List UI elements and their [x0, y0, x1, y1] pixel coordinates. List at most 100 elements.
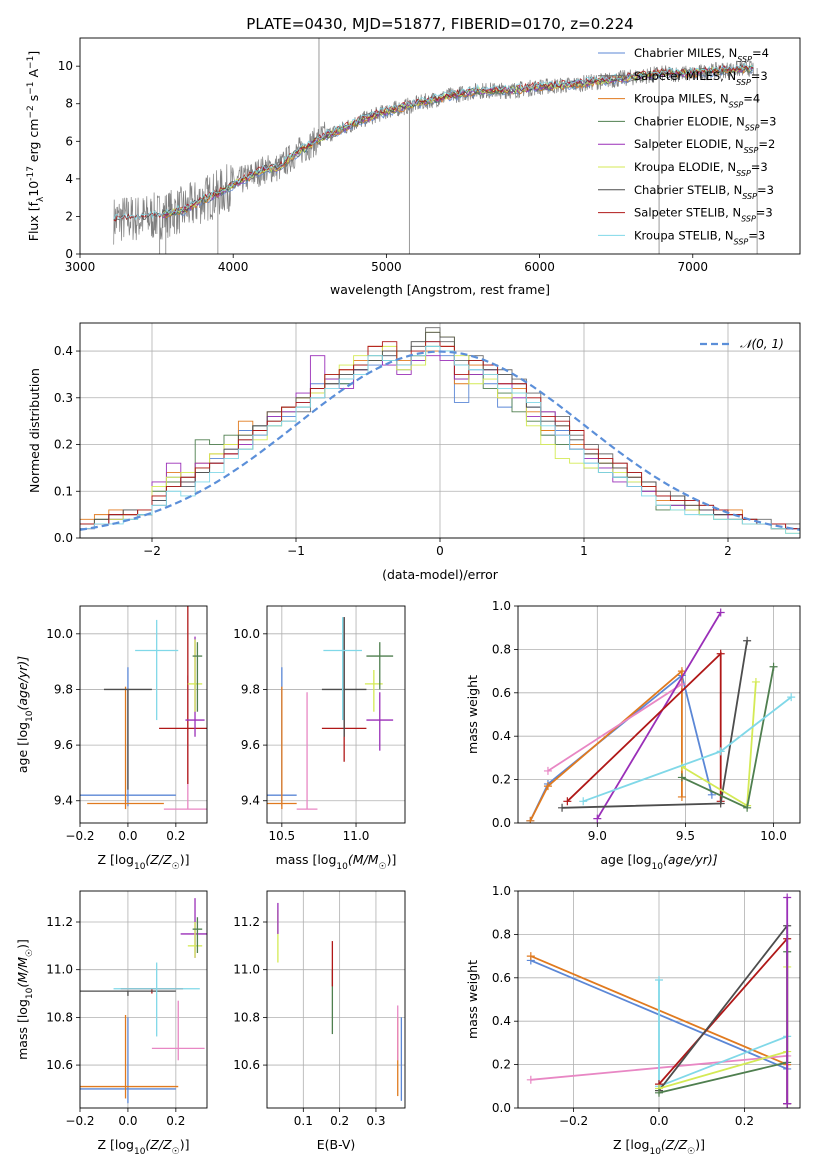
histogram-kroupa_stelib	[80, 345, 800, 534]
x-tick-label: 0.0	[118, 829, 137, 843]
weight-marker	[716, 747, 725, 756]
x-tick-label: 2	[724, 544, 732, 558]
age-vs-mass-points	[267, 617, 394, 810]
x-axis-label: mass [log10(M/M☉)]	[276, 852, 397, 872]
label-part: ☉	[379, 862, 387, 872]
label-part: ☉	[687, 1147, 695, 1157]
legend-sub: SSP	[736, 77, 751, 86]
mass-vs-metallicity-points	[80, 898, 207, 1104]
label-part: 10	[649, 1147, 661, 1157]
x-tick-label: −2	[143, 544, 161, 558]
x-axis-label: wavelength [Angstrom, rest frame]	[330, 282, 550, 297]
weight-marker	[677, 667, 686, 676]
axes-frame	[79, 605, 208, 824]
y-tick-label: 0.1	[54, 484, 73, 498]
legend-sub: SSP	[736, 169, 751, 178]
label-part: age [log	[600, 852, 651, 867]
legend-count: =3	[760, 114, 777, 128]
axes-frame	[79, 37, 801, 255]
label-part: (age/yr)]	[663, 852, 718, 867]
label-part: Flux [f	[26, 201, 41, 241]
y-tick-label: 0.8	[492, 927, 511, 941]
weight-marker	[751, 677, 760, 686]
legend-label: Salpeter MILES, NSSP=3	[634, 69, 768, 87]
axes-age-vs-mass: 10.5 11.0 9.4 9.6 9.8 10.0	[233, 606, 405, 843]
weight-marker	[787, 693, 796, 702]
y-tick-label: 0.6	[492, 686, 511, 700]
x-tick-label: 0.0	[118, 1114, 137, 1128]
x-tick-label: 0.3	[366, 1114, 385, 1128]
age-vs-metallicity-points	[80, 606, 207, 810]
weight-line-pink	[547, 683, 683, 772]
label-part: −1	[26, 56, 36, 69]
legend-label: Kroupa STELIB, NSSP=3	[634, 228, 765, 246]
legend-label: Chabrier MILES, NSSP=4	[634, 46, 769, 64]
weight-marker	[579, 797, 588, 806]
label-part: mass [log	[276, 852, 337, 867]
legend-sub: SSP	[734, 237, 749, 246]
axes-frame	[79, 322, 801, 539]
weight-marker	[677, 773, 686, 782]
axes-frame	[266, 605, 406, 824]
x-tick-label: 0.2	[166, 829, 185, 843]
y-tick-label: 0.0	[54, 531, 73, 545]
label-part: ]	[26, 51, 41, 56]
weight-marker	[769, 662, 778, 671]
y-tick-label: 0	[65, 247, 73, 261]
y-tick-label: 0.0	[492, 816, 511, 830]
y-tick-label: 0.2	[54, 438, 73, 452]
weight-marker	[783, 1099, 792, 1108]
weight-vs-age-lines	[526, 608, 796, 823]
legend-text: Chabrier ELODIE, N	[634, 114, 745, 128]
axes-weight-vs-metallicity: −0.2 0.0 0.2 0.0 0.2 0.4 0.6 0.8 1.0	[492, 884, 800, 1128]
legend-label: Kroupa ELODIE, NSSP=3	[634, 160, 768, 178]
x-tick-label: 1	[580, 544, 588, 558]
x-axis-label: Z [log10(Z/Z☉)]	[98, 852, 190, 872]
x-tick-label: 0.2	[330, 1114, 349, 1128]
label-part: 10	[652, 862, 664, 872]
y-tick-label: 10.0	[46, 627, 73, 641]
y-axis-label: Flux [fλ10-17 erg cm−2 s−1 A−1]	[26, 51, 46, 241]
label-part: Z [log	[98, 852, 134, 867]
legend-text: Chabrier STELIB, N	[634, 183, 742, 197]
y-tick-label: 2	[65, 209, 73, 223]
label-part: )]	[180, 1137, 190, 1152]
y-tick-label: 0.6	[492, 971, 511, 985]
y-tick-label: 0.2	[492, 773, 511, 787]
y-axis-label: Normed distribution	[27, 368, 42, 493]
label-part: 10	[336, 862, 348, 872]
mass-vs-ebv-points	[277, 902, 403, 1101]
axes-age-vs-metallicity: −0.2 0.0 0.2 9.4 9.6 9.8 10.0	[46, 606, 207, 843]
x-axis-label: Z [log10(Z/Z☉)]	[98, 1137, 190, 1157]
weight-line-salpeter_elodie	[596, 612, 722, 820]
label-part: ☉	[172, 862, 180, 872]
legend-text: Salpeter ELODIE, N	[634, 137, 744, 151]
label-part: 10	[134, 862, 146, 872]
y-tick-label: 9.8	[241, 682, 260, 696]
weight-marker	[543, 782, 552, 791]
x-tick-label: 10.0	[760, 829, 787, 843]
weight-marker	[677, 680, 686, 689]
weight-marker	[743, 636, 752, 645]
legend-count: =3	[748, 228, 765, 242]
x-tick-label: 10.5	[268, 829, 295, 843]
label-part: ☉	[172, 1147, 180, 1157]
label-part: Z [log	[613, 1137, 649, 1152]
x-tick-label: −0.2	[65, 1114, 94, 1128]
label-part: age [log	[15, 722, 30, 773]
label-part: erg cm	[26, 119, 41, 167]
y-tick-label: 9.6	[241, 738, 260, 752]
weight-line-kroupa_miles	[529, 669, 683, 822]
legend-text: Chabrier MILES, N	[634, 46, 737, 60]
legend-sub: SSP	[744, 146, 759, 155]
label-part: 10	[25, 710, 35, 722]
weight-vs-metallicity-lines	[526, 893, 792, 1108]
label-part: 10	[26, 181, 41, 197]
legend-label: Chabrier ELODIE, NSSP=3	[634, 114, 776, 131]
legend-count: =3	[751, 160, 768, 174]
axes-frame	[517, 890, 801, 1109]
y-tick-label: 1.0	[492, 599, 511, 613]
legend-text: Kroupa MILES, N	[634, 92, 729, 106]
weight-marker	[655, 975, 663, 984]
